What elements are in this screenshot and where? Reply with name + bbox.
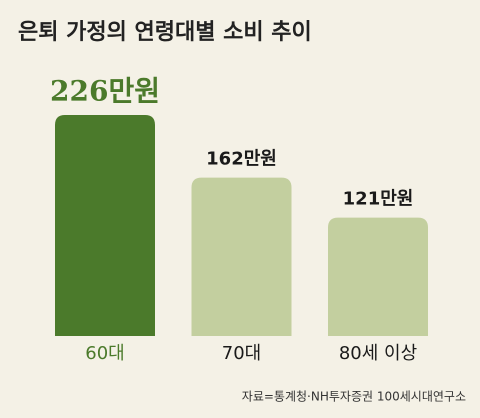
source: 자료=통계청·NH투자증권 100세시대연구소 [242, 390, 466, 404]
bar [191, 177, 292, 336]
x-tick-label: 80세 이상 [339, 343, 417, 364]
chart-title: 은퇴 가정의 연령대별 소비 추이 [18, 20, 312, 45]
bar [328, 217, 428, 336]
x-tick-label: 60대 [85, 343, 124, 364]
x-tick-label: 70대 [222, 343, 261, 364]
value-label: 226만원 [50, 75, 160, 108]
value-label: 162만원 [206, 149, 277, 170]
value-label: 121만원 [343, 189, 414, 210]
bar [55, 115, 155, 336]
